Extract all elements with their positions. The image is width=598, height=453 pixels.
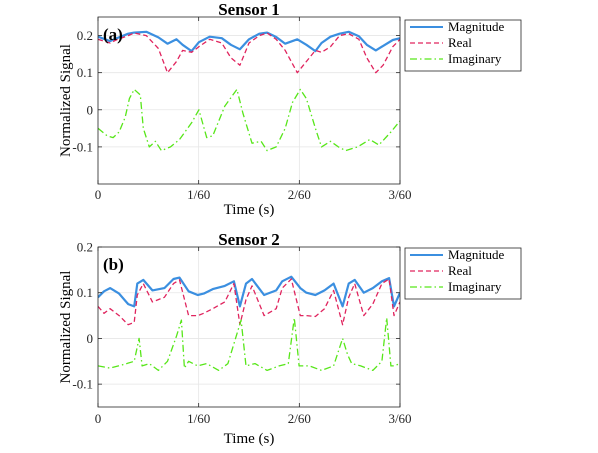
panel-label: (a) xyxy=(103,25,123,44)
legend-label-real: Real xyxy=(448,263,472,278)
chart-title: Sensor 2 xyxy=(218,230,280,249)
series-line-imaginary xyxy=(98,88,400,152)
series-line-real xyxy=(98,32,400,74)
plot-area xyxy=(98,17,400,184)
y-tick-label: 0 xyxy=(87,102,94,117)
y-tick-label: 0.1 xyxy=(77,65,93,80)
legend-label-magnitude: Magnitude xyxy=(448,247,505,262)
y-axis-label: Normalized Signal xyxy=(58,271,74,384)
y-tick-label: 0.2 xyxy=(77,28,93,43)
x-tick-label: 3/60 xyxy=(388,411,411,426)
x-axis-label: Time (s) xyxy=(224,202,275,218)
x-tick-label: 1/60 xyxy=(187,187,210,202)
x-tick-label: 2/60 xyxy=(288,187,311,202)
x-tick-label: 0 xyxy=(95,187,102,202)
series-line-real xyxy=(98,278,400,326)
series-line-magnitude xyxy=(98,275,400,308)
x-tick-label: 3/60 xyxy=(388,187,411,202)
legend-box xyxy=(404,247,522,300)
x-axis-label: Time (s) xyxy=(224,431,275,447)
chart-title: Sensor 1 xyxy=(218,0,280,19)
x-tick-label: 0 xyxy=(95,411,102,426)
y-tick-label: 0.2 xyxy=(77,240,93,255)
axes-frame xyxy=(97,246,401,408)
plot-area xyxy=(98,247,400,407)
axes-frame xyxy=(97,16,401,185)
legend-label-imaginary: Imaginary xyxy=(448,279,502,294)
legend-label-magnitude: Magnitude xyxy=(448,19,505,34)
y-tick-label: 0 xyxy=(87,331,94,346)
y-axis-label: Normalized Signal xyxy=(58,44,74,157)
x-tick-label: 1/60 xyxy=(187,411,210,426)
chart-panel-1: 0 1/60 2/60 3/60 -0.1 0 0.1 0.2 Sensor 1 (a) Time … xyxy=(58,0,522,218)
x-tick-label: 2/60 xyxy=(288,411,311,426)
series-line-magnitude xyxy=(98,30,400,53)
y-tick-label: -0.1 xyxy=(72,377,93,392)
legend-label-real: Real xyxy=(448,35,472,50)
y-tick-label: 0.1 xyxy=(77,285,93,300)
chart-panel-2: 0 1/60 2/60 3/60 -0.1 0 0.1 0.2 Sensor 2 (b) Time … xyxy=(58,230,522,447)
panel-label: (b) xyxy=(103,255,124,274)
legend-label-imaginary: Imaginary xyxy=(448,51,502,66)
legend-box xyxy=(404,19,522,72)
y-tick-label: -0.1 xyxy=(72,139,93,154)
